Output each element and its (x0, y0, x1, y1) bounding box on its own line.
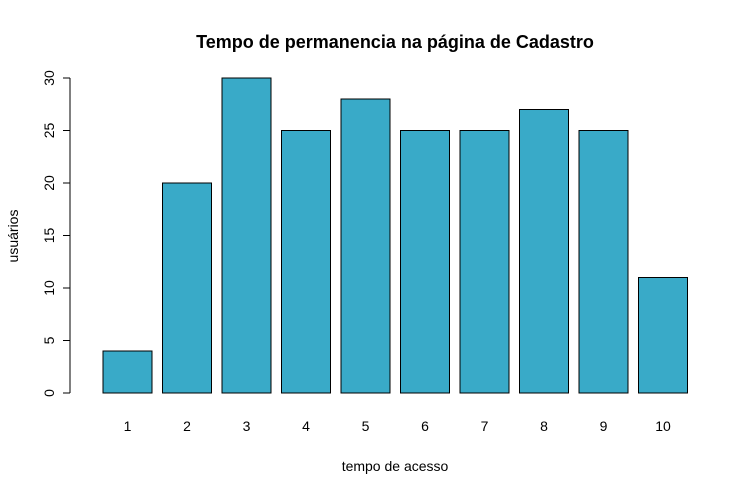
bars (102, 77, 688, 394)
bar (578, 130, 629, 394)
x-axis-tick-labels: 1 2 3 4 5 6 7 8 9 10 (124, 418, 671, 434)
bar (162, 182, 212, 394)
x-tick-label: 8 (540, 418, 548, 434)
bar (400, 130, 450, 394)
x-tick-label: 1 (124, 418, 132, 434)
x-axis-label: tempo de acesso (342, 458, 449, 474)
x-tick-label: 2 (183, 418, 191, 434)
x-tick-label: 6 (421, 418, 429, 434)
x-tick-label: 9 (600, 418, 608, 434)
x-tick-label: 7 (481, 418, 489, 434)
y-tick-label: 0 (41, 389, 57, 397)
chart-title: Tempo de permanencia na página de Cadast… (196, 32, 594, 52)
bar (519, 109, 569, 394)
bar (459, 130, 510, 394)
x-tick-label: 5 (362, 418, 370, 434)
y-tick-label: 15 (41, 228, 57, 244)
bar (102, 350, 153, 394)
y-tick-label: 30 (41, 70, 57, 86)
x-tick-label: 4 (302, 418, 310, 434)
x-tick-label: 10 (655, 418, 671, 434)
bar (638, 277, 688, 394)
x-tick-label: 3 (243, 418, 251, 434)
bar (340, 98, 391, 394)
bar (221, 77, 272, 394)
y-tick-label: 20 (41, 175, 57, 191)
y-tick-label: 5 (41, 336, 57, 344)
y-tick-label: 25 (41, 123, 57, 139)
bar (281, 130, 331, 394)
y-axis-label: usuários (5, 210, 21, 263)
y-tick-label: 10 (41, 280, 57, 296)
y-axis: 0 5 10 15 20 25 30 (41, 70, 71, 397)
